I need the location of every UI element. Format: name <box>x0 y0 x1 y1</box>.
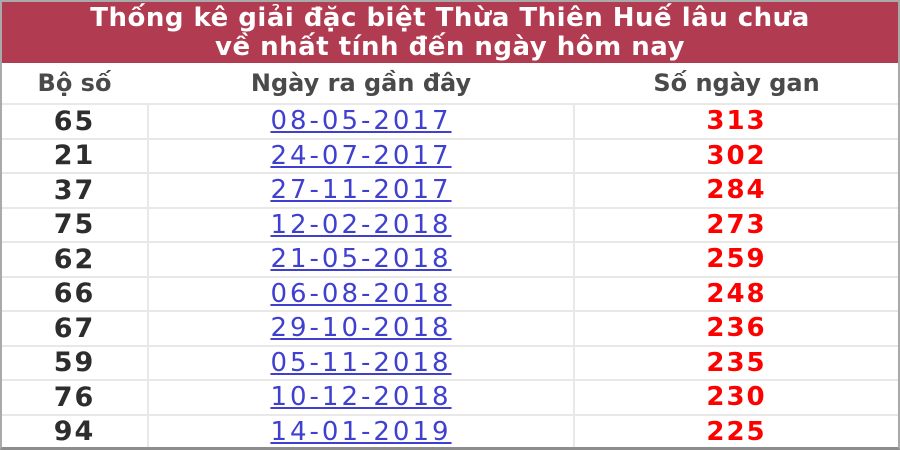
date-link[interactable]: 12-02-2018 <box>270 209 452 240</box>
days-cell: 273 <box>706 209 767 240</box>
table-row: 37 27-11-2017 284 <box>2 172 898 207</box>
days-cell: 248 <box>706 278 767 309</box>
number-cell: 37 <box>53 174 96 206</box>
days-cell: 259 <box>706 244 767 275</box>
page-title-banner: Thống kê giải đặc biệt Thừa Thiên Huế lâ… <box>2 2 898 63</box>
column-header-date: Ngày ra gần đây <box>250 69 472 97</box>
date-link[interactable]: 06-08-2018 <box>270 278 452 309</box>
date-link[interactable]: 27-11-2017 <box>270 175 452 206</box>
number-cell: 66 <box>53 278 96 310</box>
table-row: 21 24-07-2017 302 <box>2 137 898 172</box>
date-link[interactable]: 05-11-2018 <box>270 347 452 378</box>
days-cell: 230 <box>706 382 767 413</box>
date-link[interactable]: 24-07-2017 <box>270 140 452 171</box>
table-header-row: Bộ số Ngày ra gần đây Số ngày gan <box>2 63 898 103</box>
column-header-days: Số ngày gan <box>653 69 820 97</box>
table-row: 62 21-05-2018 259 <box>2 241 898 276</box>
days-cell: 313 <box>706 106 767 137</box>
date-link[interactable]: 29-10-2018 <box>270 313 452 344</box>
table-row: 59 05-11-2018 235 <box>2 344 898 379</box>
table-body: 65 08-05-2017 313 21 24-07-2017 302 37 2… <box>2 103 898 448</box>
days-cell: 225 <box>706 416 767 447</box>
number-cell: 59 <box>53 347 96 379</box>
number-cell: 21 <box>53 140 96 172</box>
date-link[interactable]: 08-05-2017 <box>270 106 452 137</box>
table-row: 67 29-10-2018 236 <box>2 310 898 345</box>
table-row: 76 10-12-2018 230 <box>2 379 898 414</box>
column-header-number: Bộ số <box>37 69 112 97</box>
date-link[interactable]: 21-05-2018 <box>270 244 452 275</box>
number-cell: 76 <box>53 381 96 413</box>
page-title-line1: Thống kê giải đặc biệt Thừa Thiên Huế lâ… <box>90 2 810 33</box>
date-link[interactable]: 14-01-2019 <box>270 416 452 447</box>
number-cell: 94 <box>53 416 96 448</box>
table-row: 75 12-02-2018 273 <box>2 206 898 241</box>
page-title-line2: về nhất tính đến ngày hôm nay <box>215 31 685 62</box>
date-link[interactable]: 10-12-2018 <box>270 382 452 413</box>
number-cell: 75 <box>53 209 96 241</box>
table-row: 65 08-05-2017 313 <box>2 103 898 138</box>
days-cell: 302 <box>706 140 767 171</box>
days-cell: 235 <box>706 347 767 378</box>
number-cell: 67 <box>53 312 96 344</box>
days-cell: 284 <box>706 175 767 206</box>
table-row: 66 06-08-2018 248 <box>2 275 898 310</box>
days-cell: 236 <box>706 313 767 344</box>
number-cell: 62 <box>53 243 96 275</box>
table-row: 94 14-01-2019 225 <box>2 413 898 448</box>
number-cell: 65 <box>53 105 96 137</box>
